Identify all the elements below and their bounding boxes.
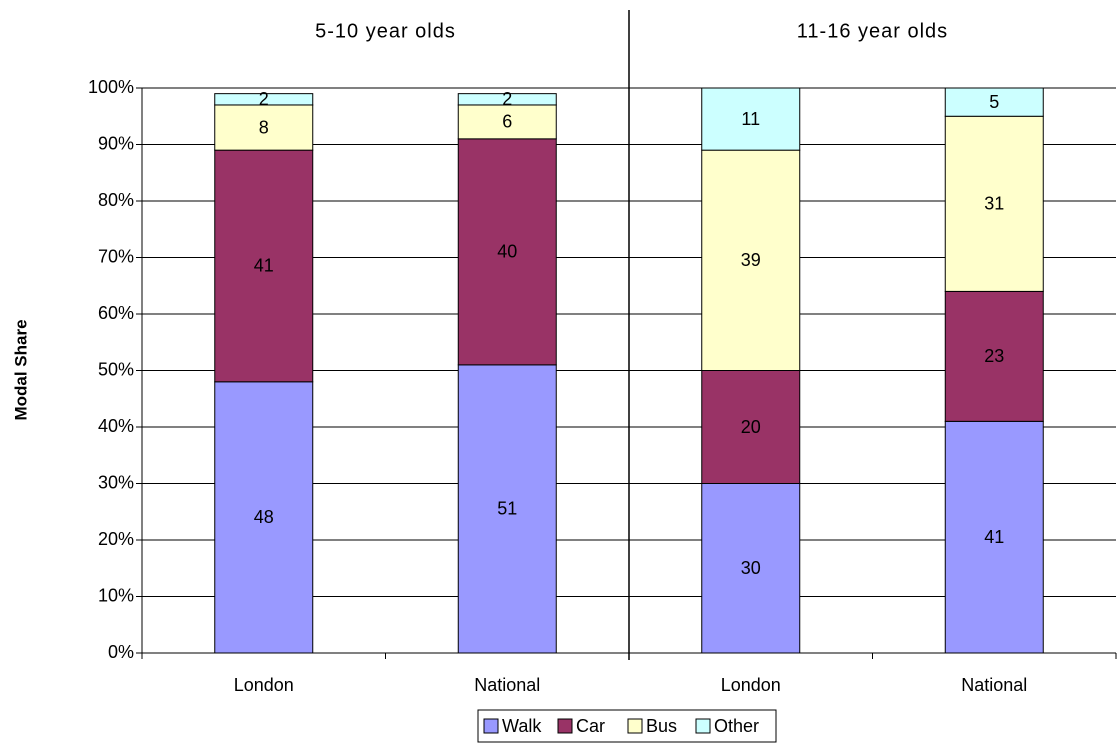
- y-tick-label: 0%: [108, 642, 134, 662]
- legend-label: Car: [576, 716, 605, 736]
- bar-segment: [457, 93, 557, 106]
- bar-segment: [701, 149, 801, 371]
- data-label: 23: [984, 346, 1004, 366]
- y-tick-label: 70%: [98, 246, 134, 266]
- data-label: 6: [502, 112, 512, 132]
- legend-swatch: [695, 718, 711, 734]
- bar-segment: [944, 420, 1044, 654]
- legend-box: [477, 709, 777, 743]
- bar-segment: [214, 93, 314, 106]
- data-label: 39: [741, 250, 761, 270]
- data-label: 51: [497, 499, 517, 519]
- data-label: 48: [254, 507, 274, 527]
- bar-segment: [214, 149, 314, 383]
- bar-segment: [701, 87, 801, 151]
- data-label: 30: [741, 558, 761, 578]
- y-tick-label: 50%: [98, 359, 134, 379]
- data-label: 8: [259, 117, 269, 137]
- data-label: 2: [502, 89, 512, 109]
- data-label: 41: [254, 256, 274, 276]
- group-label: 11-16 year olds: [797, 20, 948, 42]
- x-tick-label: National: [961, 675, 1027, 695]
- legend-label: Walk: [502, 716, 542, 736]
- legend-swatch: [483, 718, 499, 734]
- data-label: 20: [741, 417, 761, 437]
- data-label: 40: [497, 242, 517, 262]
- y-tick-label: 80%: [98, 190, 134, 210]
- legend-swatch: [627, 718, 643, 734]
- y-axis-label: Modal Share: [11, 319, 30, 420]
- bar-segment: [944, 87, 1044, 117]
- data-label: 5: [989, 92, 999, 112]
- data-label: 31: [984, 194, 1004, 214]
- bar-segment: [457, 364, 557, 654]
- legend-label: Bus: [646, 716, 677, 736]
- x-tick-label: National: [474, 675, 540, 695]
- group-label: 5-10 year olds: [315, 20, 456, 42]
- bar-segment: [701, 483, 801, 654]
- legend-swatch: [557, 718, 573, 734]
- y-tick-label: 40%: [98, 416, 134, 436]
- x-tick-label: London: [234, 675, 294, 695]
- data-label: 41: [984, 527, 1004, 547]
- bar-segment: [457, 138, 557, 366]
- y-tick-label: 100%: [88, 77, 134, 97]
- legend-label: Other: [714, 716, 759, 736]
- y-tick-label: 20%: [98, 529, 134, 549]
- data-label: 11: [741, 109, 760, 129]
- bar-segment: [944, 115, 1044, 292]
- y-tick-label: 30%: [98, 472, 134, 492]
- bar-segment: [944, 290, 1044, 422]
- bar-segment: [214, 104, 314, 151]
- data-label: 2: [259, 89, 269, 109]
- y-tick-label: 10%: [98, 585, 134, 605]
- y-tick-label: 60%: [98, 303, 134, 323]
- x-tick-label: London: [721, 675, 781, 695]
- y-tick-label: 90%: [98, 133, 134, 153]
- bar-segment: [701, 370, 801, 484]
- bar-segment: [457, 104, 557, 140]
- bar-segment: [214, 381, 314, 654]
